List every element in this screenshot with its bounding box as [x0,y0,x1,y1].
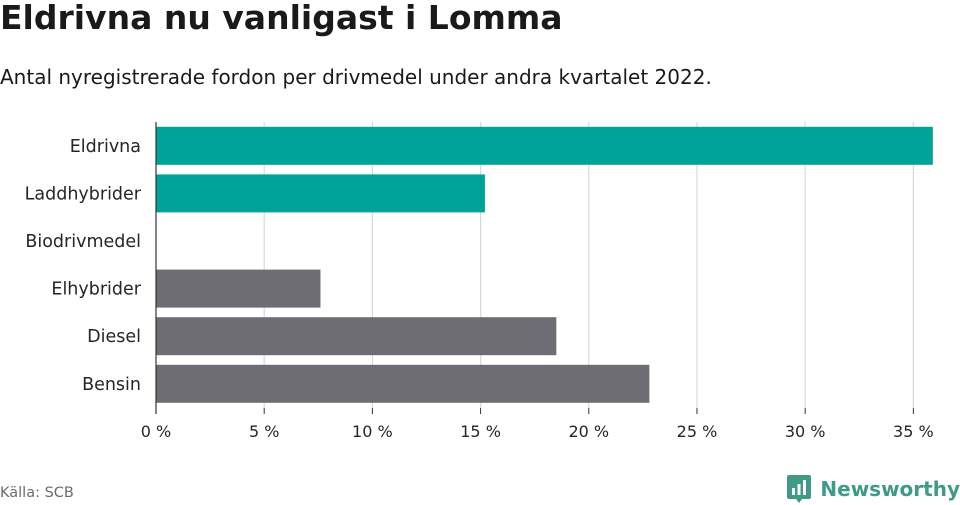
x-tick-label: 10 % [352,422,393,441]
category-label: Eldrivna [70,137,141,157]
bar [156,269,321,308]
grid-layer [263,122,914,408]
category-label: Elhybrider [51,280,141,300]
x-tick-label: 35 % [893,422,934,441]
x-axis: 0 % 5 % 10 % 15 % 20 % 25 % 30 % 35 % [141,122,934,441]
bar [156,174,485,213]
category-label: Diesel [87,327,141,347]
x-tick-label: 0 % [141,422,171,441]
bar-layer [156,126,933,403]
x-tick-label: 25 % [677,422,718,441]
category-label: Biodrivmedel [25,232,141,252]
chart-subtitle: Antal nyregistrerade fordon per drivmede… [0,65,712,89]
bar [156,317,557,356]
brand-name: Newsworthy [820,477,960,501]
category-label: Laddhybrider [25,184,142,204]
x-tick-label: 20 % [568,422,609,441]
bar [156,364,650,403]
bar-chart: Eldrivna Laddhybrider Biodrivmedel Elhybrid… [25,122,934,441]
brand-logo: Newsworthy [786,474,960,504]
newsworthy-logo-icon [787,475,812,503]
source-note: Källa: SCB [0,485,74,501]
bar [156,126,933,165]
category-label: Bensin [82,375,141,395]
chart-title: Eldrivna nu vanligast i Lomma [0,0,563,37]
x-tick-label: 30 % [785,422,826,441]
x-tick-label: 15 % [460,422,501,441]
x-tick-label: 5 % [249,422,279,441]
category-label-layer: Eldrivna Laddhybrider Biodrivmedel Elhybrid… [25,137,142,395]
